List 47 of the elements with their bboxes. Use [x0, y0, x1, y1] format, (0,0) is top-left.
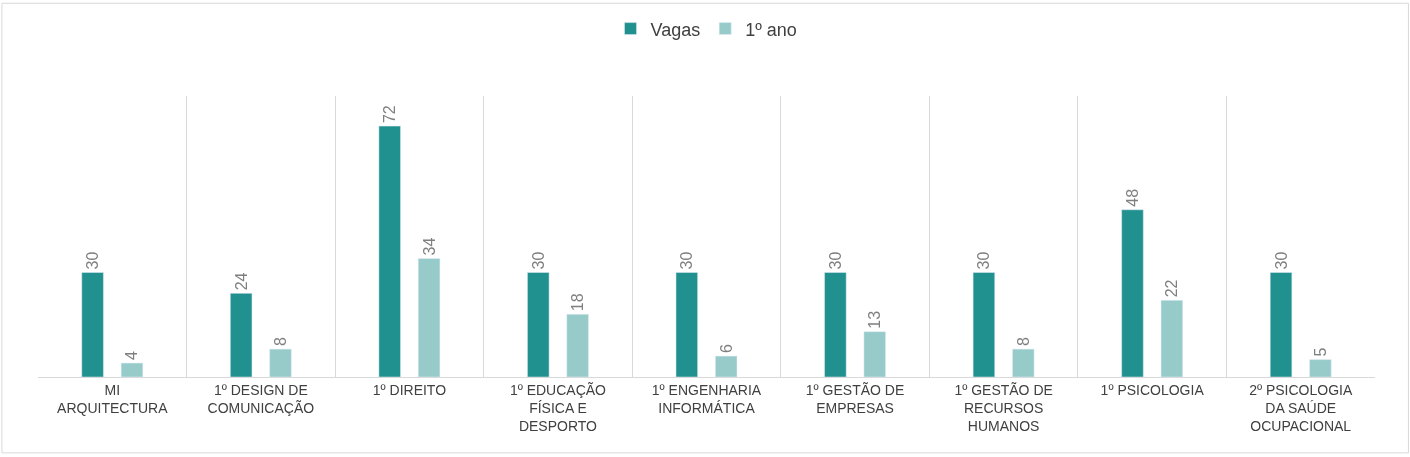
data-label: 30 [826, 251, 844, 270]
legend-label: Vagas [650, 19, 701, 40]
bar [269, 348, 292, 377]
x-tick-label: 1º GESTÃO DE RECURSOS HUMANOS [954, 381, 1053, 435]
x-tick-label: 1º DIREITO [372, 381, 447, 398]
data-label: 8 [1014, 337, 1032, 347]
bar [715, 355, 738, 377]
bar [418, 258, 441, 377]
bar [527, 272, 550, 377]
data-label: 24 [232, 272, 250, 291]
data-label: 48 [1123, 188, 1141, 207]
data-label: 22 [1163, 279, 1181, 298]
bar [1160, 300, 1183, 377]
data-label: 30 [975, 251, 993, 270]
data-label: 30 [678, 251, 696, 270]
x-tick-label: 2º PSICOLOGIA DA SAÚDE OCUPACIONAL [1249, 381, 1353, 435]
data-label: 18 [569, 293, 587, 312]
bar [863, 331, 886, 377]
data-label: 30 [529, 251, 547, 270]
bar [972, 272, 995, 377]
x-tick-label: 1º DESIGN DE COMUNICAÇÃO [207, 381, 315, 416]
bar [81, 272, 104, 377]
data-label: 34 [420, 237, 438, 256]
bar [230, 293, 253, 377]
bar [566, 314, 589, 377]
bar [120, 362, 144, 377]
data-label: 8 [272, 337, 290, 347]
data-label: 5 [1311, 347, 1329, 357]
bar [1269, 272, 1293, 377]
bar [1121, 209, 1144, 377]
bar [1012, 348, 1035, 377]
data-label: 30 [1272, 251, 1290, 270]
x-tick-label: 1º PSICOLOGIA [1100, 381, 1205, 398]
x-tick-label: 1º EDUCAÇÃO FÍSICA E DESPORTO [509, 381, 607, 435]
x-tick-label: 1º ENGENHARIA INFORMÁTICA [651, 381, 762, 416]
bar [675, 272, 698, 377]
bar [1309, 359, 1332, 377]
data-label: 6 [717, 344, 735, 354]
data-label: 30 [84, 251, 102, 270]
bar [378, 125, 401, 377]
x-tick-label: 1º GESTÃO DE EMPRESAS [805, 381, 905, 416]
bar [824, 272, 847, 377]
x-tick-label: MI ARQUITECTURA [57, 381, 169, 416]
data-label: 72 [381, 105, 399, 124]
data-label: 4 [123, 351, 141, 361]
legend-label: 1º ano [745, 19, 797, 40]
data-label: 13 [866, 310, 884, 329]
